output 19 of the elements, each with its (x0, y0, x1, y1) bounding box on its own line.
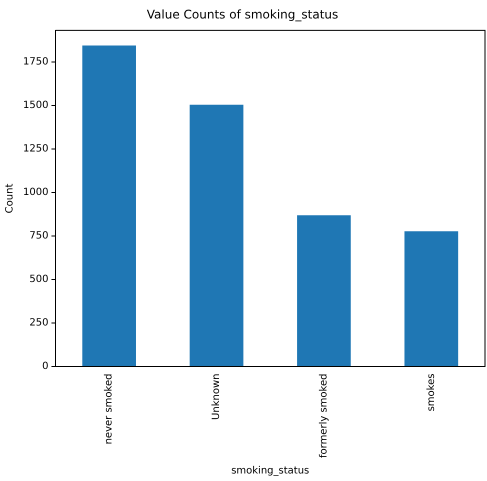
y-tick-label: 750 (29, 230, 48, 242)
y-axis-title: Count (4, 184, 16, 214)
y-tick-label: 500 (29, 274, 48, 286)
y-tick-label: 0 (42, 361, 48, 372)
chart-title: Value Counts of smoking_status (146, 7, 338, 22)
x-tick-label: smokes (426, 374, 437, 412)
bar (82, 46, 136, 366)
x-tick-label: formerly smoked (318, 374, 330, 458)
bar (297, 215, 351, 366)
y-tick-label: 1750 (22, 56, 48, 68)
x-axis-title: smoking_status (231, 466, 310, 477)
bar (404, 231, 458, 366)
x-tick-label: never smoked (104, 374, 115, 444)
y-tick-label: 1000 (22, 186, 48, 198)
x-tick-label: Unknown (211, 374, 222, 420)
y-tick-label: 1500 (22, 100, 48, 111)
y-tick-label: 1250 (22, 143, 48, 154)
y-tick-label: 250 (29, 318, 48, 329)
bar (190, 104, 244, 366)
